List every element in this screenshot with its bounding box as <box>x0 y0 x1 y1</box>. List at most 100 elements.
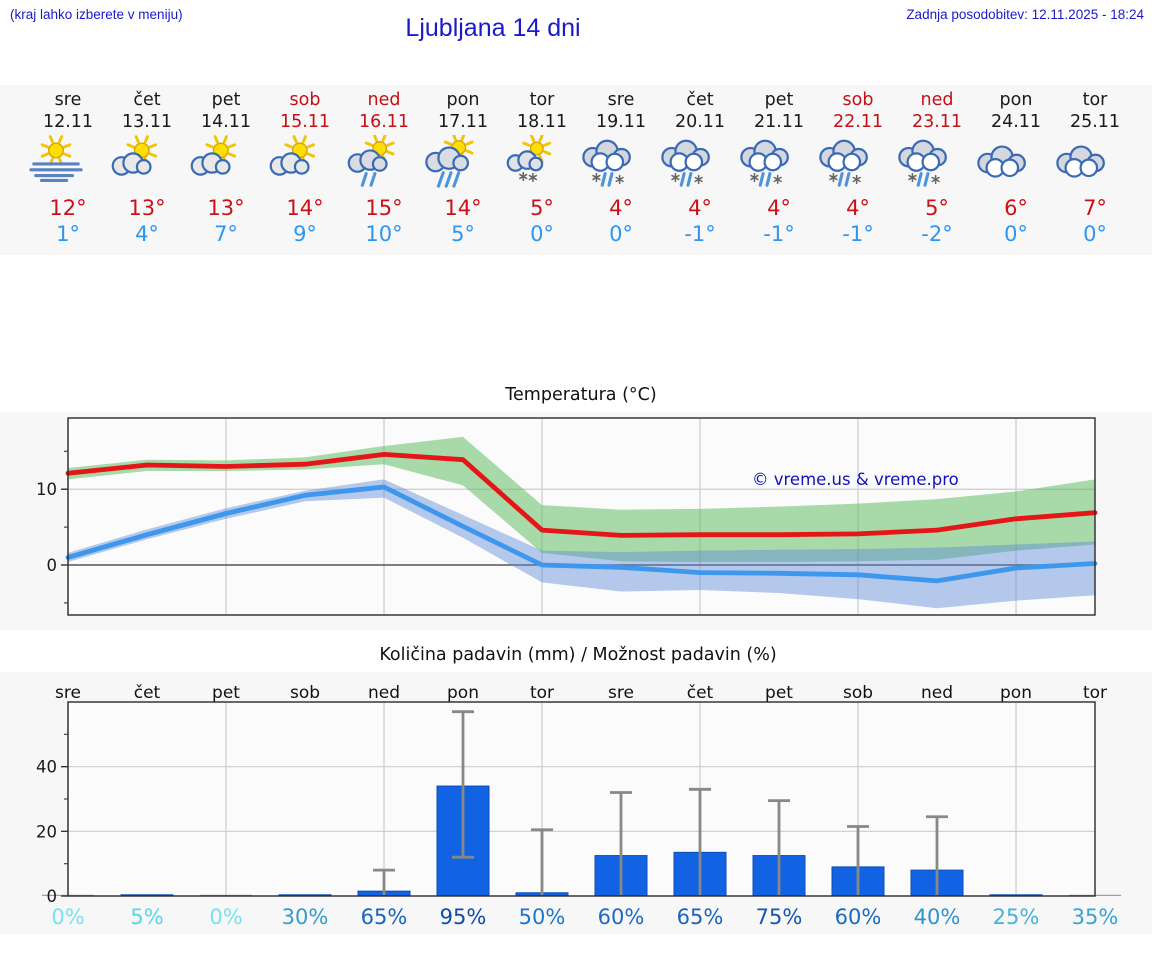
sun-cloud-icon <box>269 135 316 176</box>
precip-probability: 0% <box>51 905 84 929</box>
precip-probability: 25% <box>993 905 1040 929</box>
temp-chart-title: Temperatura (°C) <box>505 385 657 405</box>
min-temperature: 0° <box>1083 222 1107 246</box>
clouds-icon <box>1056 145 1105 178</box>
precip-probability: 35% <box>1072 905 1119 929</box>
precipitation-chart: sre čet pet sob ned pon tor sre čet pet sob ned pon t… <box>36 683 1121 929</box>
weather-icon-slot <box>185 135 267 193</box>
sun-cloud-icon <box>111 135 158 176</box>
cloud-sleet-icon <box>740 139 789 187</box>
day-name: ned <box>920 90 954 110</box>
day-column-19.11: sre 19.11 4° 0° <box>580 85 662 255</box>
day-date: 19.11 <box>595 112 647 132</box>
precip-probability: 60% <box>598 905 645 929</box>
precip-chart-band: sre čet pet sob ned pon tor sre čet pet sob ned pon t… <box>0 672 1152 934</box>
precip-day-label: sob <box>290 683 320 703</box>
sun-cloud-icon <box>190 135 237 176</box>
temp-ytick-10: 10 <box>36 480 57 499</box>
day-strip: sre 12.11 12° 1° čet 13.11 13° 4° pet 14.11 13° 7° s… <box>0 85 1152 255</box>
min-temperature: 0° <box>530 222 554 246</box>
precip-probability: 60% <box>835 905 882 929</box>
precip-day-label: čet <box>134 683 161 703</box>
min-temperature: 5° <box>451 222 475 246</box>
max-temperature: 4° <box>609 196 633 220</box>
precip-probability: 40% <box>914 905 961 929</box>
weather-icon-slot <box>422 135 504 193</box>
snowflake <box>852 174 861 185</box>
day-date: 18.11 <box>516 112 568 132</box>
max temperatura-line <box>65 452 1098 538</box>
precip-probability: 65% <box>361 905 408 929</box>
last-update: Zadnja posodobitev: 12.11.2025 - 18:24 <box>906 7 1144 22</box>
weather-icon-slot <box>501 135 583 193</box>
day-name: sob <box>289 90 321 110</box>
day-name: čet <box>133 90 161 110</box>
day-name: sre <box>607 90 635 110</box>
rain-drops <box>916 172 930 187</box>
temp-ytick-0: 0 <box>47 556 58 575</box>
day-column-16.11: ned 16.11 15° 10° <box>343 85 425 255</box>
day-column-15.11: sob 15.11 14° 9° <box>264 85 346 255</box>
day-date: 13.11 <box>121 112 173 132</box>
precip-ytick-0: 0 <box>47 887 58 906</box>
day-column-24.11: pon 24.11 6° 0° <box>975 85 1057 255</box>
precip-day-label: pet <box>765 683 793 703</box>
day-date: 16.11 <box>358 112 410 132</box>
precip-probability: 65% <box>677 905 724 929</box>
rain-drops <box>360 172 377 187</box>
min-temperature: -1° <box>763 222 795 246</box>
max-temperature: 7° <box>1083 196 1107 220</box>
day-date: 15.11 <box>279 112 331 132</box>
sun-rays <box>40 135 72 166</box>
day-name: ned <box>367 90 401 110</box>
min-temperature: 10° <box>365 222 403 246</box>
menu-hint: (kraj lahko izberete v meniju) <box>10 7 183 22</box>
precip-day-label: čet <box>687 683 714 703</box>
rain-drops <box>600 172 614 187</box>
min-temperature: 0° <box>1004 222 1028 246</box>
snowflake <box>931 174 940 185</box>
rain-drops <box>837 172 851 187</box>
day-date: 14.11 <box>200 112 252 132</box>
day-name: pon <box>999 90 1033 110</box>
day-name: čet <box>686 90 714 110</box>
precip-ytick-40: 40 <box>36 758 57 777</box>
precip-day-label: sre <box>55 683 81 703</box>
precip-ytick-20: 20 <box>36 822 57 841</box>
precip-chart-title: Količina padavin (mm) / Možnost padavin … <box>379 645 777 665</box>
max-temperature: 4° <box>688 196 712 220</box>
precip-day-label: tor <box>1083 683 1107 703</box>
snowflake <box>671 172 680 183</box>
day-date: 17.11 <box>437 112 489 132</box>
weather-icon-slot <box>264 135 346 193</box>
min-temperature: 1° <box>56 222 80 246</box>
precip-probability: 5% <box>130 905 163 929</box>
day-column-18.11: tor 18.11 5° 0° <box>501 85 583 255</box>
min-temperature: -1° <box>684 222 716 246</box>
day-date: 20.11 <box>674 112 726 132</box>
day-date: 22.11 <box>832 112 884 132</box>
snowflake <box>528 172 538 183</box>
sun-cloud-snow-icon <box>506 135 552 183</box>
day-name: pon <box>446 90 480 110</box>
precip-day-label: pon <box>447 683 479 703</box>
precip-probability: 75% <box>756 905 803 929</box>
max-temperature: 13° <box>207 196 245 220</box>
min-temperature: 7° <box>214 222 238 246</box>
cloud-sleet-icon <box>661 139 710 187</box>
precip-probability: 50% <box>519 905 566 929</box>
max-temperature: 13° <box>128 196 166 220</box>
day-date: 24.11 <box>990 112 1042 132</box>
min-temperature: 4° <box>135 222 159 246</box>
day-column-22.11: sob 22.11 4° -1° <box>817 85 899 255</box>
min-temperature: 0° <box>609 222 633 246</box>
weather-icon-slot <box>738 135 820 193</box>
weather-icon-slot <box>659 135 741 193</box>
day-name: tor <box>1082 90 1108 110</box>
max-temperature: 14° <box>286 196 324 220</box>
weather-icon-slot <box>896 135 978 193</box>
sun-cloud-rain-icon <box>347 135 395 187</box>
precip-probability: 0% <box>209 905 242 929</box>
day-column-23.11: ned 23.11 5° -2° <box>896 85 978 255</box>
